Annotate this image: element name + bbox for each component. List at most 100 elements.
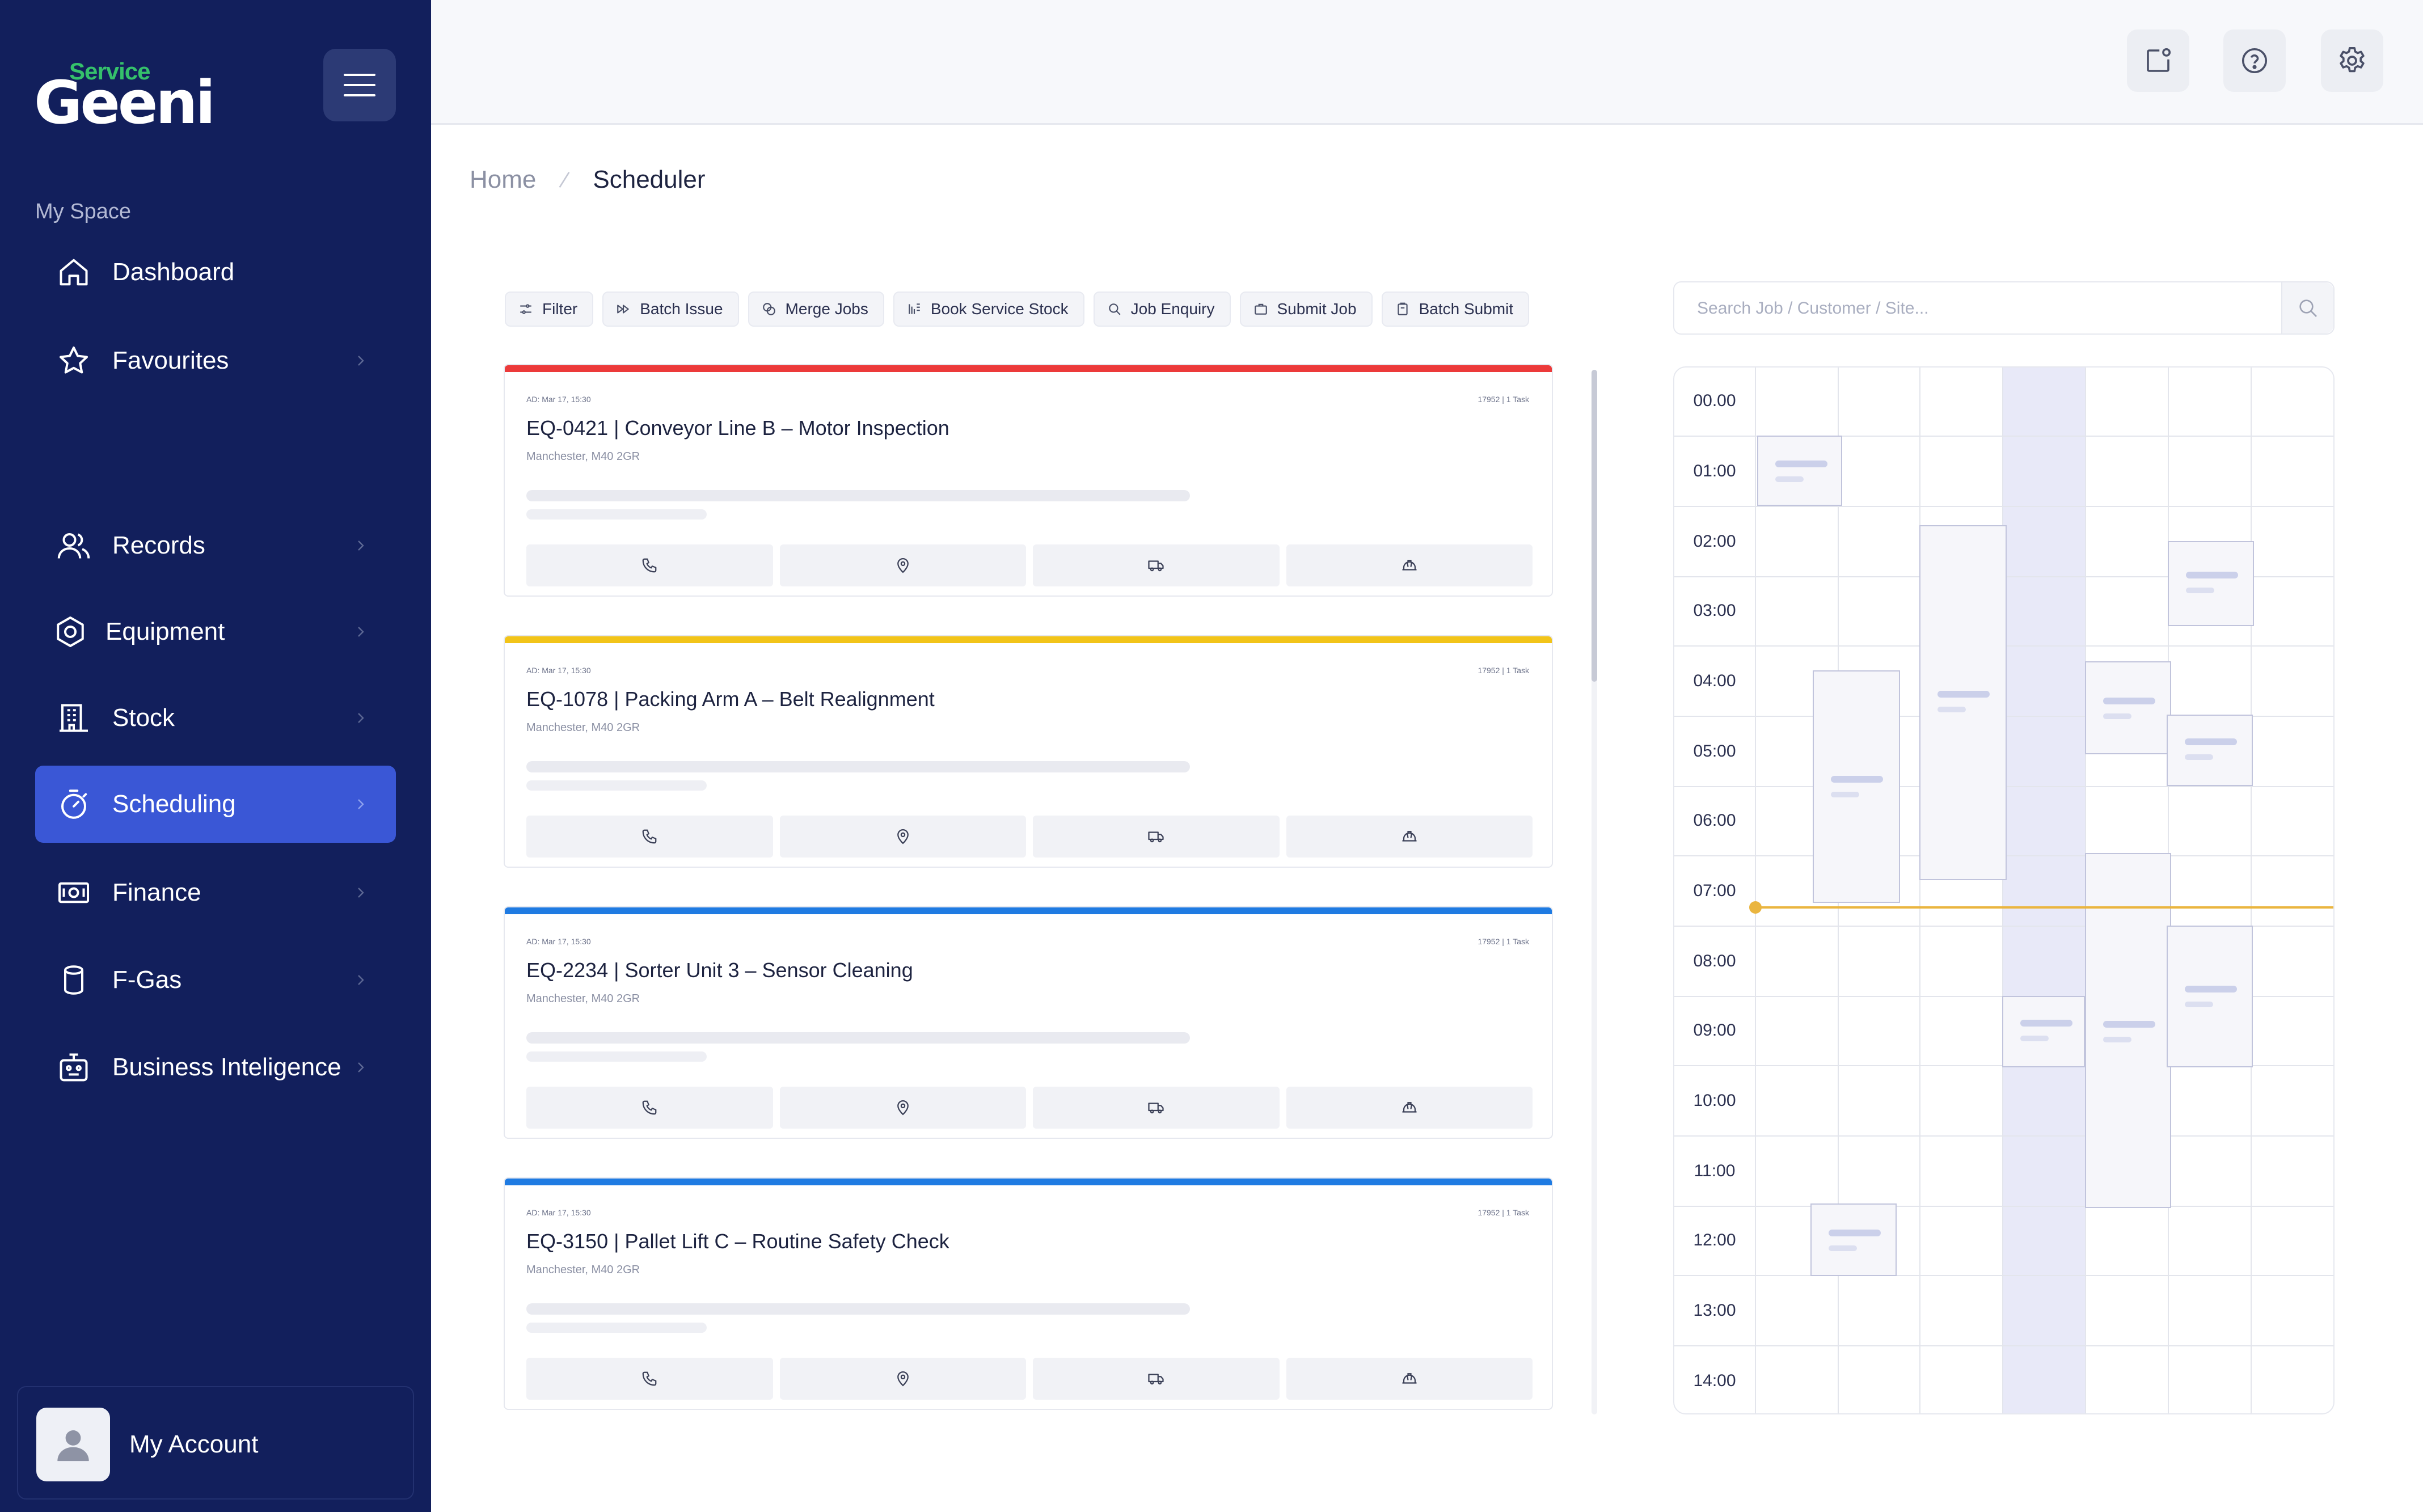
job-list-scrollbar[interactable] <box>1592 370 1597 1414</box>
batch-submit-button[interactable]: Batch Submit <box>1381 292 1530 327</box>
job-card[interactable]: AD: Mar 17, 15:30 17952 | 1 Task EQ-0421… <box>504 364 1553 597</box>
sidebar-item-label: F-Gas <box>112 966 182 994</box>
sidebar-item-f-gas[interactable]: F-Gas <box>35 941 396 1019</box>
dispatch-button[interactable] <box>1033 544 1280 586</box>
sidebar-item-label: Records <box>112 531 205 559</box>
settings-icon <box>2340 47 2365 73</box>
brand-service: Service <box>69 58 150 85</box>
sidebar-item-label: Finance <box>112 879 201 906</box>
safety-button[interactable] <box>1286 816 1533 858</box>
job-task-count: 17952 | 1 Task <box>1478 1208 1529 1217</box>
dispatch-button[interactable] <box>1033 816 1280 858</box>
search-input[interactable] <box>1697 296 2242 321</box>
sidebar-item-scheduling[interactable]: Scheduling <box>35 766 396 843</box>
dispatch-button[interactable] <box>1033 1087 1280 1129</box>
schedule-event[interactable] <box>1919 525 2007 880</box>
schedule-event[interactable] <box>2167 715 2253 786</box>
hamburger-icon <box>344 74 375 76</box>
scheduler-grid[interactable]: 00.00 01:00 02:00 03:00 04:00 05:00 06:0… <box>1673 366 2335 1414</box>
job-address: Manchester, M40 2GR <box>526 721 640 734</box>
book-service-stock-button[interactable]: Book Service Stock <box>893 292 1084 327</box>
brand-logo[interactable]: Service Geeni <box>34 57 216 137</box>
schedule-event[interactable] <box>2085 853 2171 1208</box>
hour-label: 09:00 <box>1693 1021 1736 1040</box>
job-card[interactable]: AD: Mar 17, 15:30 17952 | 1 Task EQ-1078… <box>504 635 1553 868</box>
section-label: My Space <box>35 200 131 223</box>
job-list: AD: Mar 17, 15:30 17952 | 1 Task EQ-0421… <box>499 364 1554 1413</box>
job-title[interactable]: EQ-1078 | Packing Arm A – Belt Realignme… <box>526 687 935 711</box>
filter-button[interactable]: Filter <box>505 292 594 327</box>
job-enquiry-button[interactable]: Job Enquiry <box>1093 292 1231 327</box>
hard-hat-icon <box>1402 1373 1417 1384</box>
call-button[interactable] <box>526 544 773 586</box>
job-card[interactable]: AD: Mar 17, 15:30 17952 | 1 Task EQ-2234… <box>504 906 1553 1139</box>
settings-button[interactable] <box>2321 29 2383 92</box>
scrollbar-thumb[interactable] <box>1592 370 1597 682</box>
book-service-stock-label: Book Service Stock <box>930 300 1069 318</box>
schedule-event[interactable] <box>2085 661 2171 754</box>
my-account-button[interactable]: My Account <box>17 1386 414 1500</box>
safety-button[interactable] <box>1286 544 1533 586</box>
brand-name: Geeni <box>34 68 216 137</box>
truck-icon <box>1148 1374 1164 1385</box>
hour-label: 06:00 <box>1693 811 1736 830</box>
submit-job-button[interactable]: Submit Job <box>1239 292 1373 327</box>
location-button[interactable] <box>779 1087 1026 1129</box>
chevron-right-icon <box>358 713 364 723</box>
chevron-right-icon <box>358 356 364 366</box>
schedule-event[interactable] <box>2168 541 2254 626</box>
sidebar-item-favourites[interactable]: Favourites <box>35 322 396 399</box>
sidebar-item-finance[interactable]: Finance <box>35 854 396 931</box>
job-address: Manchester, M40 2GR <box>526 992 640 1005</box>
sidebar-item-business-intelligence[interactable]: Business Inteligence <box>35 1029 396 1106</box>
job-title[interactable]: EQ-2234 | Sorter Unit 3 – Sensor Cleanin… <box>526 958 913 982</box>
hard-hat-icon <box>1402 831 1417 842</box>
hexagon-gear-icon <box>57 616 84 647</box>
call-button[interactable] <box>526 1358 773 1400</box>
merge-jobs-button[interactable]: Merge Jobs <box>748 292 884 327</box>
location-pin-icon <box>897 1100 909 1116</box>
job-date: AD: Mar 17, 15:30 <box>526 1208 591 1217</box>
dispatch-button[interactable] <box>1033 1358 1280 1400</box>
top-bar <box>431 0 2423 125</box>
job-card[interactable]: AD: Mar 17, 15:30 17952 | 1 Task EQ-3150… <box>504 1177 1553 1410</box>
batch-issue-button[interactable]: Batch Issue <box>602 292 739 327</box>
building-icon <box>60 704 88 732</box>
batch-issue-label: Batch Issue <box>640 300 723 318</box>
sidebar-item-records[interactable]: Records <box>35 507 396 584</box>
sidebar-item-stock[interactable]: Stock <box>35 679 396 757</box>
avatar <box>36 1408 110 1481</box>
call-button[interactable] <box>526 816 773 858</box>
job-title[interactable]: EQ-3150 | Pallet Lift C – Routine Safety… <box>526 1230 949 1253</box>
submit-job-label: Submit Job <box>1277 300 1357 318</box>
job-task-count: 17952 | 1 Task <box>1478 937 1529 946</box>
location-button[interactable] <box>779 1358 1026 1400</box>
schedule-event[interactable] <box>1757 436 1842 506</box>
hour-label: 00.00 <box>1693 391 1736 410</box>
help-button[interactable] <box>2223 29 2286 92</box>
sidebar-item-dashboard[interactable]: Dashboard <box>35 234 396 311</box>
schedule-event[interactable] <box>1810 1203 1897 1276</box>
schedule-event[interactable] <box>2167 926 2253 1067</box>
job-task-count: 17952 | 1 Task <box>1478 395 1529 404</box>
notification-button[interactable] <box>2127 29 2189 92</box>
location-button[interactable] <box>779 816 1026 858</box>
search-button[interactable] <box>2281 282 2333 333</box>
home-icon <box>60 259 88 286</box>
sidebar-item-label: Equipment <box>105 618 225 645</box>
job-toolbar: Filter Batch Issue Merge Jobs Book Servi… <box>505 292 1530 327</box>
sidebar-item-equipment[interactable]: Equipment <box>35 593 396 670</box>
user-icon <box>57 1430 89 1462</box>
schedule-event[interactable] <box>2002 996 2085 1067</box>
call-button[interactable] <box>526 1087 773 1129</box>
breadcrumb-home-link[interactable]: Home <box>470 166 537 193</box>
schedule-event[interactable] <box>1813 670 1900 903</box>
location-button[interactable] <box>779 544 1026 586</box>
job-title[interactable]: EQ-0421 | Conveyor Line B – Motor Inspec… <box>526 416 949 440</box>
menu-toggle-button[interactable] <box>323 49 396 121</box>
safety-button[interactable] <box>1286 1358 1533 1400</box>
sidebar-item-label: Business Inteligence <box>112 1053 341 1081</box>
hour-label: 10:00 <box>1693 1091 1736 1110</box>
placeholder-line <box>526 509 707 520</box>
safety-button[interactable] <box>1286 1087 1533 1129</box>
